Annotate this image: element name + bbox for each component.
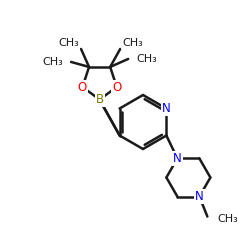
- Text: CH₃: CH₃: [58, 38, 79, 48]
- Text: CH₃: CH₃: [136, 54, 157, 64]
- Text: CH₃: CH₃: [218, 214, 238, 224]
- Text: O: O: [112, 80, 121, 94]
- Text: O: O: [78, 80, 87, 94]
- Text: N: N: [162, 102, 171, 115]
- Text: CH₃: CH₃: [122, 38, 143, 48]
- Text: B: B: [96, 93, 104, 106]
- Text: CH₃: CH₃: [42, 57, 63, 67]
- Text: N: N: [195, 190, 204, 203]
- Text: N: N: [173, 152, 182, 165]
